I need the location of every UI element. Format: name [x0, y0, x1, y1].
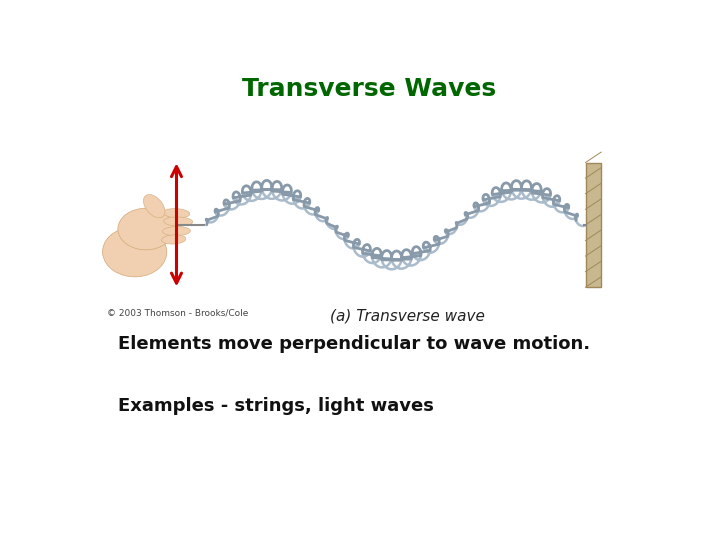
- Text: © 2003 Thomson - Brooks/Cole: © 2003 Thomson - Brooks/Cole: [107, 308, 248, 317]
- Ellipse shape: [163, 217, 193, 226]
- Ellipse shape: [102, 227, 167, 277]
- Ellipse shape: [161, 235, 186, 244]
- Text: Elements move perpendicular to wave motion.: Elements move perpendicular to wave moti…: [118, 335, 590, 353]
- Text: Transverse Waves: Transverse Waves: [242, 77, 496, 102]
- Ellipse shape: [163, 208, 190, 218]
- FancyBboxPatch shape: [585, 163, 601, 287]
- Ellipse shape: [118, 208, 174, 250]
- Text: Examples - strings, light waves: Examples - strings, light waves: [118, 397, 433, 415]
- Ellipse shape: [143, 194, 165, 218]
- Ellipse shape: [163, 227, 190, 235]
- Text: (a) Transverse wave: (a) Transverse wave: [330, 308, 485, 323]
